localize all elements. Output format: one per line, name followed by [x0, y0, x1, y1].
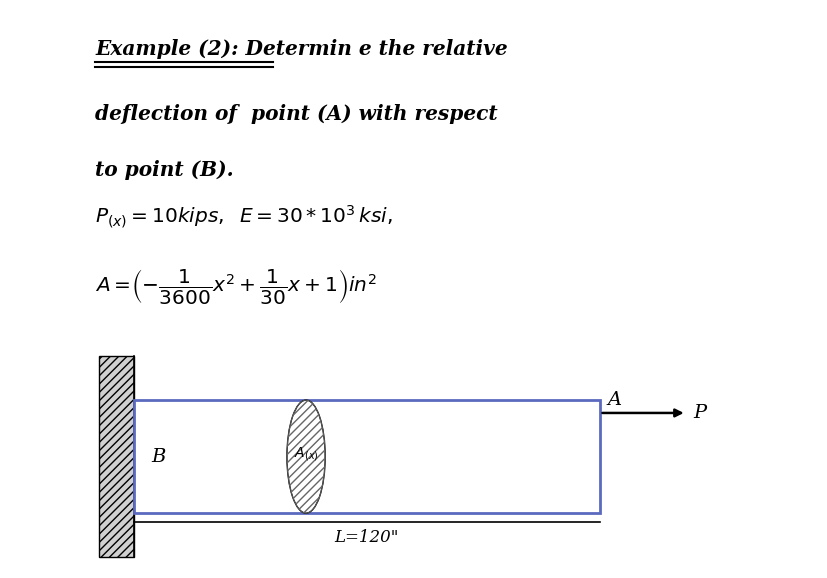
- Text: to point (B).: to point (B).: [95, 161, 234, 180]
- Text: Example (2): Determin e the relative: Example (2): Determin e the relative: [95, 39, 508, 59]
- Text: P: P: [693, 404, 705, 422]
- Ellipse shape: [287, 400, 325, 513]
- Text: deflection of  point (A) with respect: deflection of point (A) with respect: [95, 104, 497, 124]
- Polygon shape: [98, 357, 133, 557]
- Text: A: A: [607, 391, 621, 409]
- Text: $A=\!\left(-\dfrac{1}{3600}x^2+\dfrac{1}{30}x+1\right)in^2$: $A=\!\left(-\dfrac{1}{3600}x^2+\dfrac{1}…: [95, 266, 377, 306]
- Bar: [133, 400, 599, 513]
- Text: L=120": L=120": [334, 528, 399, 546]
- Text: $A_{(x)}$: $A_{(x)}$: [294, 445, 318, 463]
- Text: $P_{(x)}=10kips,\;\;E=30*10^3\,ksi,$: $P_{(x)}=10kips,\;\;E=30*10^3\,ksi,$: [95, 204, 393, 230]
- Text: B: B: [151, 447, 165, 466]
